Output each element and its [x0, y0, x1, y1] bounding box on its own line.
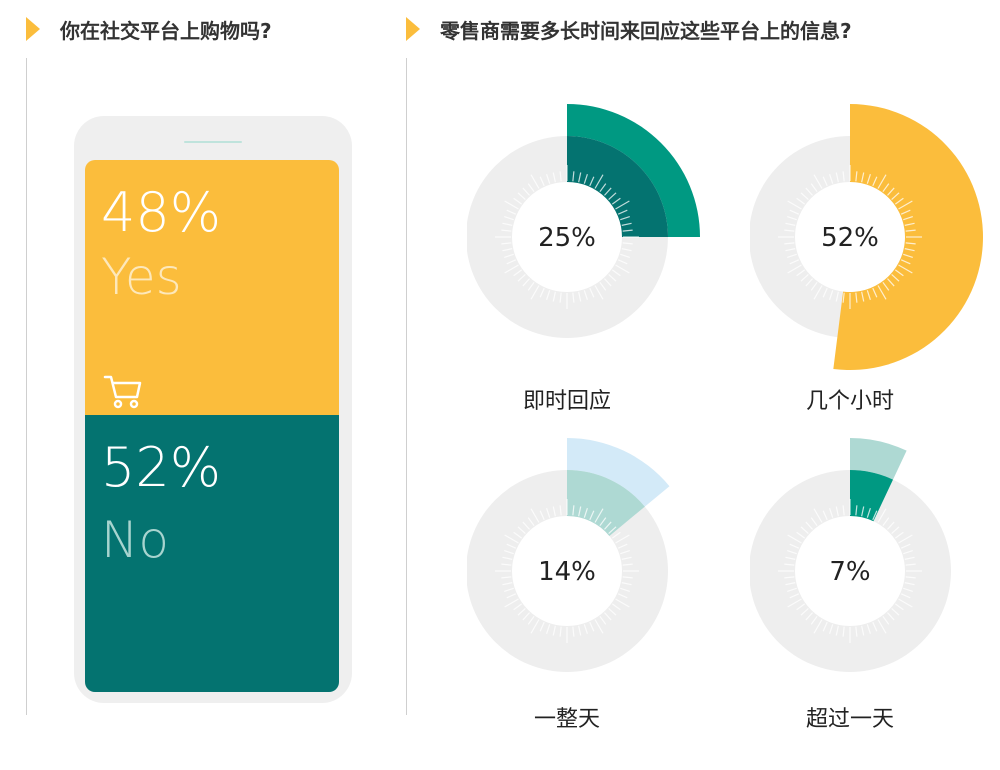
- donut-label-instant: 即时回应: [522, 389, 611, 414]
- no-percent: 52%: [101, 436, 222, 499]
- donut-hole-instant: [513, 183, 621, 291]
- donut-value-hours: 52%: [821, 223, 879, 253]
- left-title: 你在社交平台上购物吗?: [60, 18, 272, 43]
- donut-segment-outer-overday: [850, 438, 907, 480]
- donut-ticks-hours: [778, 165, 922, 309]
- header-arrow-icon: [406, 17, 420, 41]
- donut-segment-outer-fullday: [567, 438, 670, 507]
- donut-hole-fullday: [513, 517, 621, 625]
- donut-track-overday: [750, 470, 951, 672]
- yes-label: Yes: [101, 248, 182, 306]
- yes-percent: 48%: [101, 181, 222, 244]
- donut-label-overday: 超过一天: [805, 707, 894, 732]
- donut-value-overday: 7%: [829, 557, 870, 587]
- right-header: 零售商需要多长时间来回应这些平台上的信息?: [406, 0, 852, 58]
- donut-ticks-overday: [778, 499, 922, 643]
- donut-hole-hours: [796, 183, 904, 291]
- donut-label-hours: 几个小时: [805, 389, 894, 414]
- donut-segment-inner-instant: [567, 136, 668, 237]
- left-divider: [26, 58, 27, 715]
- donut-ticks-instant: [495, 165, 639, 309]
- no-label: No: [101, 511, 169, 569]
- phone-graphic: 48% Yes 52% No: [74, 116, 352, 703]
- donut-hole-overday: [796, 517, 904, 625]
- donut-ticks-fullday: [495, 499, 639, 643]
- phone-speaker: [184, 141, 242, 143]
- donut-value-instant: 25%: [538, 223, 596, 253]
- no-section: 52% No: [85, 415, 339, 692]
- phone-screen: 48% Yes 52% No: [85, 160, 339, 692]
- header-arrow-icon: [26, 17, 40, 41]
- shopping-cart-icon: [103, 375, 142, 409]
- donut-segment-outer-instant: [567, 104, 700, 237]
- donut-chart-fullday: 14%: [467, 438, 670, 672]
- donut-chart-overday: 7%: [750, 438, 951, 672]
- yes-section: 48% Yes: [85, 160, 339, 415]
- left-header: 你在社交平台上购物吗?: [26, 0, 272, 58]
- center-divider: [406, 58, 407, 715]
- donut-chart-instant: 25%: [467, 104, 700, 338]
- right-title: 零售商需要多长时间来回应这些平台上的信息?: [440, 18, 852, 43]
- donut-label-fullday: 一整天: [533, 707, 600, 732]
- donut-value-fullday: 14%: [538, 557, 596, 587]
- donut-chart-hours: 52%: [750, 104, 983, 370]
- donut-segment-inner-overday: [850, 470, 894, 522]
- donut-segment-inner-fullday: [567, 470, 645, 536]
